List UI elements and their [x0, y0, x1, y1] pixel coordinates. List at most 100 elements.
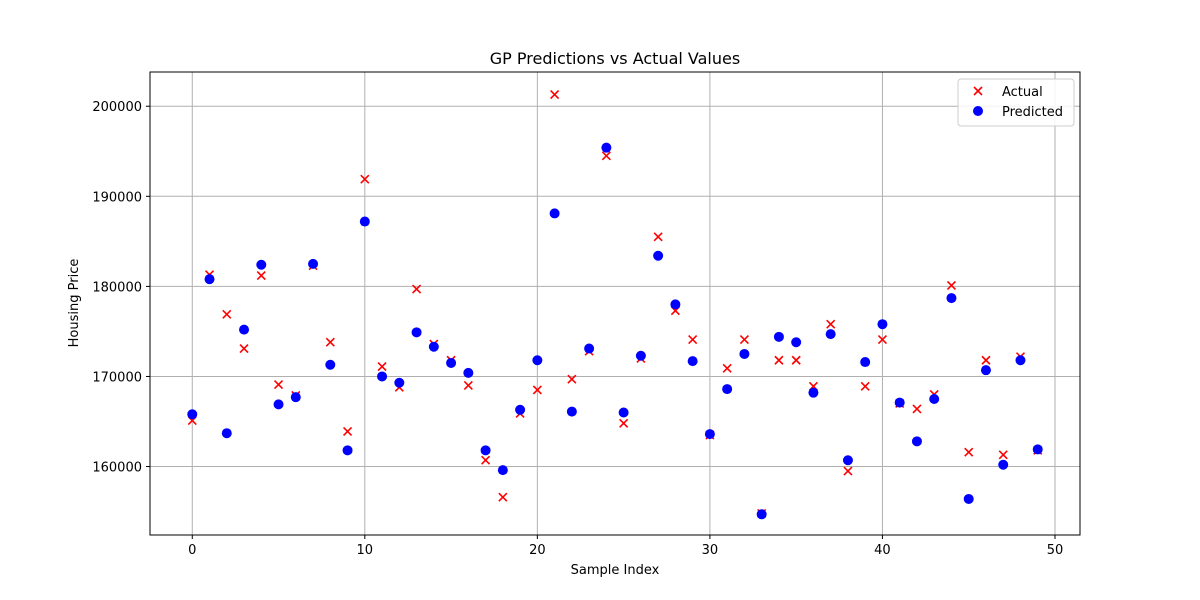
predicted-point [394, 377, 405, 388]
legend: Actual Predicted [957, 78, 1075, 127]
predicted-point [670, 299, 681, 310]
grid-lines [150, 72, 1080, 535]
y-tick-label: 160000 [92, 461, 142, 476]
x-marker-stroke [498, 492, 508, 502]
actual-point [619, 418, 629, 428]
x-marker-stroke [860, 381, 870, 391]
predicted-point [290, 392, 301, 403]
predicted-point [980, 365, 991, 376]
predicted-point [497, 465, 508, 476]
x-marker-stroke [791, 355, 801, 365]
predicted-point [1015, 355, 1026, 366]
x-marker-stroke [619, 418, 629, 428]
x-marker-stroke [532, 385, 542, 395]
predicted-point [894, 397, 905, 408]
x-marker-stroke [877, 334, 888, 345]
x-marker-stroke [964, 447, 974, 457]
x-tick-label: 50 [1047, 543, 1064, 558]
actual-point [481, 455, 491, 465]
predicted-point [687, 356, 698, 367]
actual-point [601, 151, 611, 161]
actual-point [273, 380, 284, 390]
x-marker-stroke [739, 334, 749, 345]
x-marker-stroke [325, 337, 335, 347]
actual-point [826, 319, 836, 329]
x-marker-stroke [688, 334, 698, 345]
x-marker-stroke [843, 466, 853, 476]
x-tick-label: 40 [874, 543, 891, 558]
actual-point [981, 355, 991, 365]
y-tick-label: 190000 [92, 190, 142, 205]
actual-point [912, 404, 922, 414]
x-marker-stroke [256, 271, 266, 281]
actual-point [567, 374, 577, 384]
actual-point [256, 271, 266, 281]
legend-marker-actual [973, 86, 983, 96]
x-marker-stroke [550, 89, 560, 100]
x-marker-stroke [912, 404, 922, 414]
predicted-point [756, 509, 767, 520]
actual-point [360, 174, 370, 184]
predicted-point [842, 455, 853, 466]
legend-label-actual: Actual [1002, 85, 1043, 100]
x-marker-stroke [273, 380, 284, 390]
predicted-point [877, 319, 888, 330]
predicted-point [411, 327, 422, 338]
predicted-point [946, 293, 957, 304]
predicted-point [722, 384, 733, 395]
axis-ticks: 0 10 20 30 40 50 160000 170000 180000 190000 20000… [92, 100, 1063, 558]
predicted-point [584, 343, 595, 354]
x-marker-stroke [463, 380, 473, 391]
legend-marker-predicted [973, 106, 983, 116]
x-marker-stroke [601, 151, 611, 161]
predicted-point [308, 258, 319, 269]
actual-point [964, 447, 974, 457]
x-marker-stroke [973, 86, 983, 96]
predicted-point [221, 428, 232, 439]
x-marker-stroke [342, 426, 353, 436]
actual-point [722, 363, 732, 373]
actual-point [532, 385, 542, 395]
predicted-series [187, 142, 1043, 520]
predicted-point [635, 350, 646, 361]
y-tick-label: 200000 [92, 100, 142, 115]
chart-title: GP Predictions vs Actual Values [490, 49, 740, 68]
x-tick-label: 30 [702, 543, 719, 558]
actual-point [688, 334, 698, 345]
legend-box [957, 78, 1075, 127]
x-marker-stroke [998, 450, 1008, 460]
predicted-point [911, 436, 922, 447]
x-marker-stroke [774, 355, 784, 365]
x-marker-stroke [567, 374, 577, 384]
actual-point [498, 492, 508, 502]
actual-point [377, 361, 387, 372]
predicted-point [446, 357, 457, 368]
actual-point [877, 334, 888, 345]
actual-point [774, 355, 784, 365]
legend-label-predicted: Predicted [1002, 105, 1063, 120]
predicted-point [515, 404, 526, 415]
predicted-point [601, 142, 612, 153]
x-tick-label: 10 [357, 543, 374, 558]
predicted-point [325, 359, 336, 370]
y-tick-label: 180000 [92, 280, 142, 295]
predicted-point [342, 445, 353, 456]
predicted-point [1032, 444, 1043, 455]
actual-point [653, 232, 663, 242]
predicted-point [428, 341, 439, 352]
actual-point [998, 450, 1008, 460]
predicted-point [808, 387, 819, 398]
x-marker-stroke [412, 284, 422, 294]
predicted-point [532, 355, 543, 366]
plot-frame [149, 71, 1081, 536]
actual-point [239, 343, 249, 354]
actual-point [222, 309, 232, 319]
predicted-point [739, 348, 750, 359]
predicted-point [773, 331, 784, 342]
predicted-point [791, 337, 802, 348]
x-marker-stroke [653, 232, 663, 242]
x-marker-stroke [222, 309, 232, 319]
data-points [187, 89, 1043, 520]
actual-point [860, 381, 870, 391]
